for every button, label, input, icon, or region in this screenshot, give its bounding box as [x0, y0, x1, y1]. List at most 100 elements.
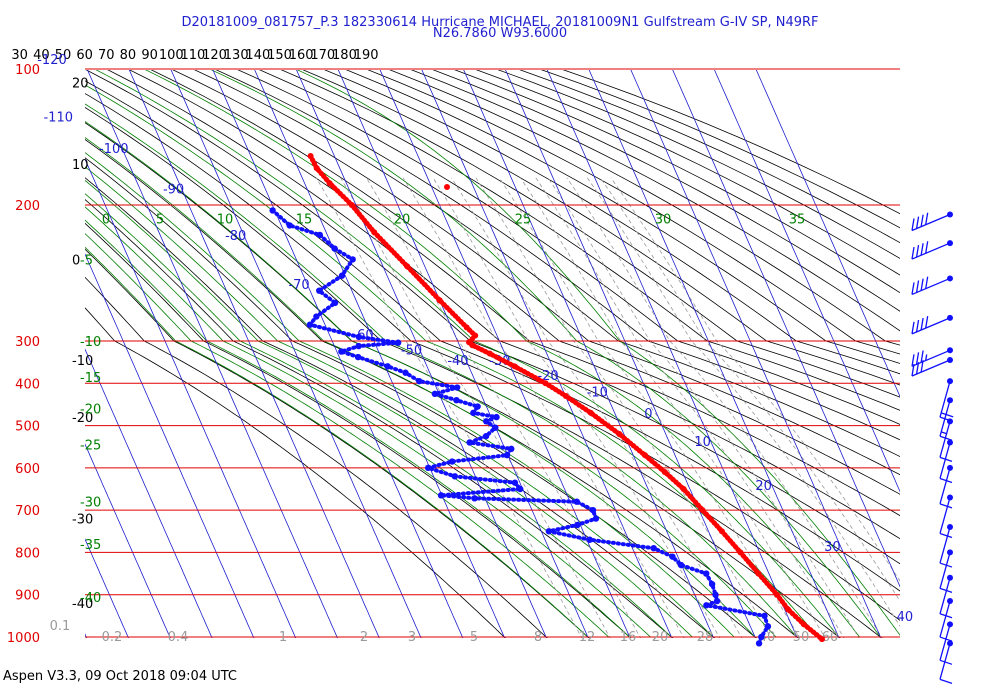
temperature-point	[404, 263, 411, 270]
wind-barb-flag	[915, 245, 920, 258]
mixing-ratio-line	[586, 177, 900, 627]
wind-barb-staff	[939, 400, 951, 437]
isotherm-label: 10	[694, 435, 711, 450]
temperature-point	[472, 332, 479, 339]
moist-adiabat-line	[85, 137, 756, 638]
isotherm-label: -80	[225, 229, 246, 244]
mixing-ratio-line	[315, 177, 583, 638]
moist-adiabat-label: -30	[80, 496, 101, 511]
theta-top-label: 80	[120, 48, 137, 63]
wind-barb-staff	[911, 359, 951, 377]
theta-top-label: 190	[354, 48, 379, 63]
wind-barb-staff	[911, 317, 951, 335]
wind-barb	[911, 314, 953, 335]
dewpoint-point	[316, 287, 323, 294]
moist-adiabat-line	[85, 219, 630, 638]
dry-adiabat-line	[85, 222, 632, 638]
isotherm-label: -110	[43, 111, 73, 126]
wind-barb-point	[947, 640, 953, 647]
isotherm-line	[546, 70, 798, 638]
pressure-tick-label: 500	[15, 420, 40, 435]
isotherm-line	[463, 70, 715, 638]
moist-adiabat-line	[85, 193, 672, 638]
dry-adiabat-line	[259, 70, 900, 411]
dry-adiabat-label: -20	[72, 411, 93, 426]
dry-adiabat-label: -30	[72, 513, 93, 528]
temperature-point	[542, 380, 549, 387]
wind-barb	[911, 211, 953, 232]
wind-barb-staff	[939, 526, 951, 564]
wind-barb-flag	[940, 412, 954, 418]
theta-top-label: 160	[289, 48, 314, 63]
wind-barb-staff	[939, 600, 951, 638]
dewpoint-point	[669, 553, 676, 560]
isotherm-line	[296, 70, 547, 638]
dewpoint-point	[586, 536, 593, 543]
dewpoint-point	[474, 403, 481, 410]
moist-adiabat-label: 20	[394, 213, 411, 228]
dewpoint-point	[573, 498, 580, 505]
wind-barb-flag	[925, 316, 929, 329]
dewpoint-point	[511, 479, 519, 486]
wind-barb-flag	[939, 678, 953, 684]
pressure-tick-label: 600	[15, 462, 40, 477]
dewpoint-point	[286, 222, 293, 229]
pressure-tick-label: 800	[15, 546, 40, 561]
theta-top-label: 40	[33, 48, 50, 63]
temperature-point	[785, 606, 792, 613]
mixing-ratio-line	[535, 177, 845, 638]
mixing-ratio-label: 0.4	[168, 630, 189, 645]
dewpoint-point	[355, 333, 363, 341]
dry-adiabat-line	[150, 70, 900, 495]
pressure-tick-label: 400	[15, 377, 40, 392]
dry-adiabat-line	[215, 70, 900, 441]
theta-top-label: 120	[202, 48, 227, 63]
mixing-ratio-line	[547, 177, 860, 638]
dewpoint-point	[466, 439, 473, 446]
wind-barb-flag	[939, 659, 953, 665]
isotherm-line	[85, 253, 255, 638]
dry-adiabat-line	[389, 70, 900, 346]
isotherm-line	[505, 70, 756, 638]
wind-barb-flag	[911, 246, 915, 260]
isotherm-label: 20	[755, 479, 772, 494]
moist-adiabat-line	[85, 121, 777, 638]
dewpoint-point	[470, 409, 477, 417]
wind-barb-staff	[939, 497, 951, 534]
isotherm-label: -50	[401, 343, 422, 358]
isotherm-line	[672, 70, 900, 588]
isotherm-line	[379, 70, 631, 638]
wind-barb-flag	[920, 243, 924, 256]
dewpoint-point	[703, 570, 710, 577]
dewpoint-point	[471, 495, 478, 502]
dewpoint-point	[482, 432, 490, 440]
dewpoint-point	[589, 506, 597, 514]
wind-barb-staff	[939, 577, 951, 614]
wind-barb-staff	[911, 213, 951, 232]
moist-adiabat-line	[210, 70, 881, 638]
dewpoint-point	[354, 353, 362, 361]
wind-barb-flag	[911, 218, 915, 231]
dewpoint-point	[483, 418, 490, 425]
temperature-point	[819, 636, 826, 643]
theta-top-label: 30	[11, 48, 28, 63]
dewpoint-point	[313, 313, 320, 320]
pressure-tick-label: 300	[15, 335, 40, 350]
dewpoint-point	[338, 272, 346, 279]
wind-barb-staff	[911, 242, 951, 260]
mixing-ratio-label: 28	[697, 630, 714, 645]
isotherm-label: -40	[447, 354, 468, 369]
dewpoint-point	[517, 485, 524, 493]
mixing-ratio-line	[566, 177, 883, 638]
isotherm-label: 40	[897, 610, 914, 625]
wind-barb-flag	[925, 241, 929, 254]
dewpoint-point	[545, 528, 553, 535]
isotherm-label: 30	[824, 540, 841, 555]
mixing-ratio-label: 60	[822, 630, 839, 645]
theta-top-label: 100	[159, 48, 184, 63]
wind-barb-flag	[920, 350, 924, 363]
mixing-ratio-label: 20	[652, 630, 669, 645]
isotherm-line	[212, 70, 464, 638]
temperature-point	[313, 165, 320, 172]
mixing-ratio-line	[366, 177, 642, 638]
